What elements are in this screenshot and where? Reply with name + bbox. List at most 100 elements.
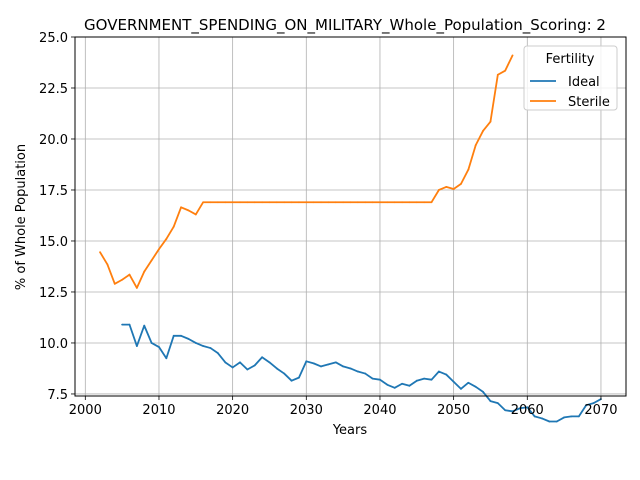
data-point-sterile — [253, 201, 256, 204]
data-point-ideal — [121, 323, 124, 326]
data-point-ideal — [283, 372, 286, 375]
data-point-sterile — [438, 189, 440, 191]
data-point-ideal — [577, 415, 580, 418]
legend-box — [523, 45, 618, 111]
data-point-ideal — [548, 420, 551, 423]
legend-title: Fertility — [546, 52, 595, 67]
data-point-sterile — [401, 201, 403, 204]
data-point-sterile — [312, 201, 315, 204]
data-point-ideal — [194, 342, 197, 344]
data-point-ideal — [489, 400, 492, 402]
data-point-sterile — [460, 182, 462, 185]
y-tick-label: 22.5 — [39, 82, 68, 97]
data-point-ideal — [371, 377, 374, 380]
data-point-ideal — [275, 367, 278, 370]
data-point-ideal — [555, 420, 558, 423]
chart-title: GOVERNMENT_SPENDING_ON_MILITARY_Whole_Po… — [84, 16, 606, 35]
data-point-sterile — [474, 144, 477, 147]
data-point-sterile — [415, 201, 418, 204]
data-point-ideal — [261, 356, 263, 359]
ticks: 2000 2010 2020 2030 2040 2050 2060 2070 7.5 10.0 1… — [39, 31, 617, 418]
legend-label-ideal: Ideal — [568, 75, 600, 90]
legend: Fertility Ideal Sterile — [523, 45, 618, 111]
data-point-ideal — [290, 379, 293, 382]
data-point-ideal — [408, 384, 411, 387]
data-point-ideal — [533, 415, 536, 418]
data-point-ideal — [386, 383, 389, 386]
data-point-ideal — [180, 334, 182, 337]
data-point-ideal — [150, 342, 153, 344]
data-point-sterile — [202, 201, 205, 204]
data-point-sterile — [99, 251, 101, 254]
data-point-ideal — [393, 386, 396, 389]
data-point-sterile — [158, 248, 160, 251]
y-tick-label: 20.0 — [39, 133, 68, 148]
data-point-ideal — [128, 323, 131, 326]
data-point-sterile — [504, 69, 507, 72]
series-layer — [99, 54, 602, 423]
data-point-sterile — [423, 201, 426, 204]
data-point-ideal — [541, 417, 543, 420]
data-point-sterile — [496, 73, 499, 76]
y-tick-label: 15.0 — [39, 235, 68, 250]
data-point-sterile — [408, 201, 411, 204]
data-point-sterile — [386, 201, 389, 204]
data-point-sterile — [231, 201, 234, 204]
data-point-sterile — [445, 186, 448, 188]
x-tick-label: 2020 — [216, 403, 249, 418]
data-point-sterile — [349, 201, 352, 204]
data-point-sterile — [379, 201, 381, 204]
data-point-ideal — [467, 381, 470, 384]
x-tick-label: 2040 — [363, 403, 396, 418]
data-point-sterile — [298, 201, 300, 204]
data-point-sterile — [143, 270, 146, 273]
y-tick-label: 10.0 — [39, 337, 68, 352]
x-axis-label: Years — [332, 423, 368, 438]
data-point-sterile — [246, 201, 249, 204]
data-point-sterile — [106, 263, 109, 266]
data-point-ideal — [217, 352, 219, 355]
data-point-sterile — [393, 201, 396, 204]
data-point-sterile — [511, 54, 514, 57]
data-point-sterile — [113, 282, 116, 285]
data-point-ideal — [327, 363, 330, 366]
data-point-ideal — [570, 415, 573, 418]
plot-frame — [74, 36, 627, 397]
data-point-ideal — [496, 402, 499, 405]
data-point-ideal — [401, 382, 403, 385]
data-point-sterile — [342, 201, 345, 204]
data-point-ideal — [239, 361, 241, 364]
data-point-ideal — [172, 334, 175, 337]
data-point-ideal — [231, 366, 234, 369]
data-point-sterile — [283, 201, 286, 204]
data-point-ideal — [364, 372, 367, 375]
series-points-sterile — [99, 54, 514, 289]
data-point-sterile — [180, 206, 182, 209]
data-point-ideal — [305, 360, 308, 363]
data-point-sterile — [268, 201, 271, 204]
data-point-sterile — [150, 259, 153, 262]
data-point-sterile — [290, 201, 293, 204]
data-point-sterile — [239, 201, 241, 204]
data-point-ideal — [268, 361, 271, 364]
data-point-ideal — [209, 347, 212, 349]
data-point-sterile — [305, 201, 308, 204]
data-point-ideal — [482, 391, 484, 393]
data-point-ideal — [349, 367, 352, 370]
data-point-ideal — [334, 361, 337, 364]
data-point-ideal — [592, 402, 595, 405]
data-point-ideal — [445, 373, 448, 376]
data-point-ideal — [202, 345, 205, 347]
data-point-sterile — [356, 201, 359, 204]
series-line-ideal — [122, 323, 602, 423]
data-point-ideal — [143, 324, 146, 327]
data-point-sterile — [430, 201, 433, 204]
y-tick-label: 17.5 — [39, 184, 68, 199]
data-point-sterile — [320, 201, 322, 204]
y-tick-label: 25.0 — [39, 31, 68, 46]
data-point-ideal — [430, 378, 433, 381]
data-point-ideal — [474, 385, 477, 388]
data-point-sterile — [327, 201, 330, 204]
x-tick-label: 2010 — [142, 403, 175, 418]
